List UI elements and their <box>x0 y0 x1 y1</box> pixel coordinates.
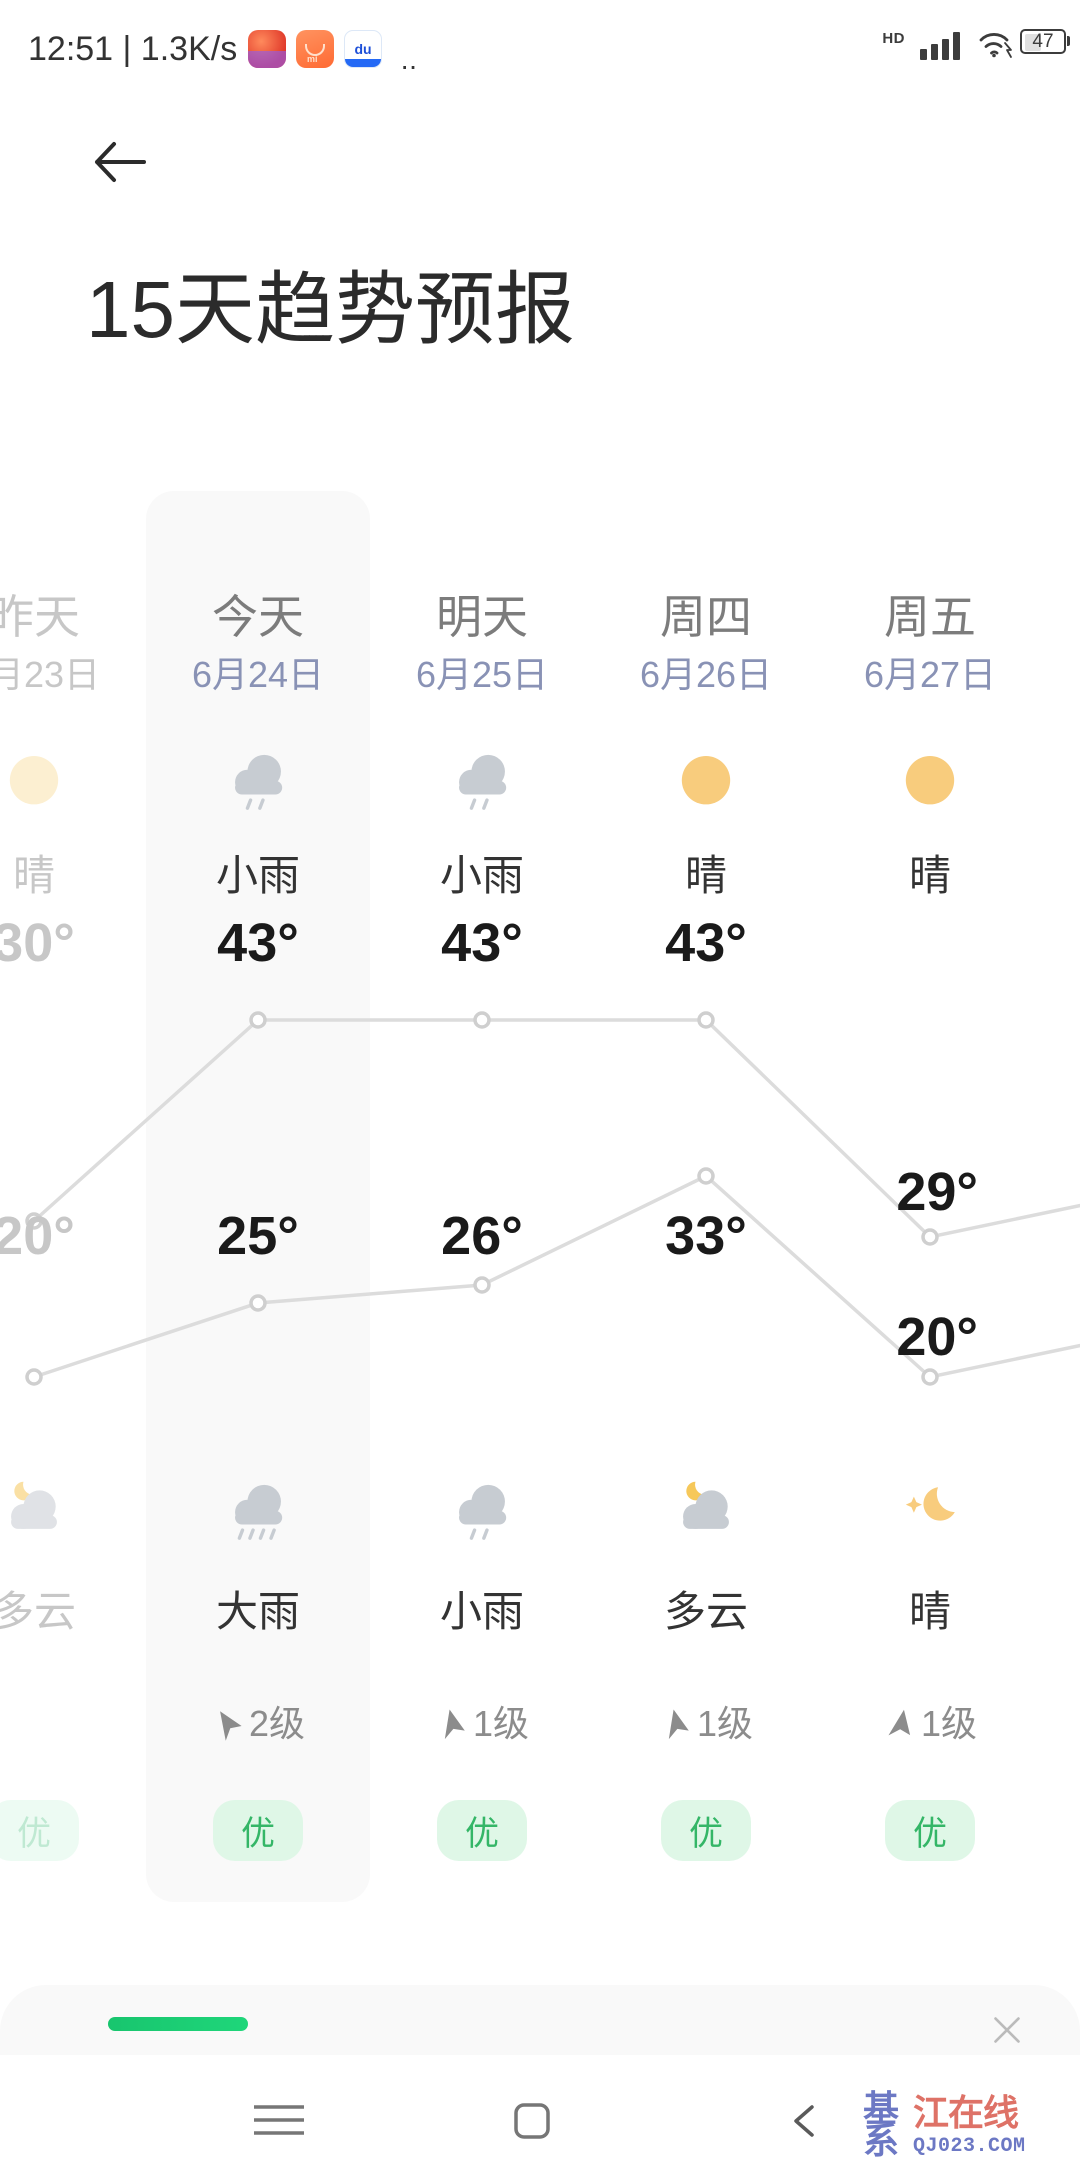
svg-text:20°: 20° <box>896 1307 978 1367</box>
svg-text:29°: 29° <box>896 1162 978 1222</box>
